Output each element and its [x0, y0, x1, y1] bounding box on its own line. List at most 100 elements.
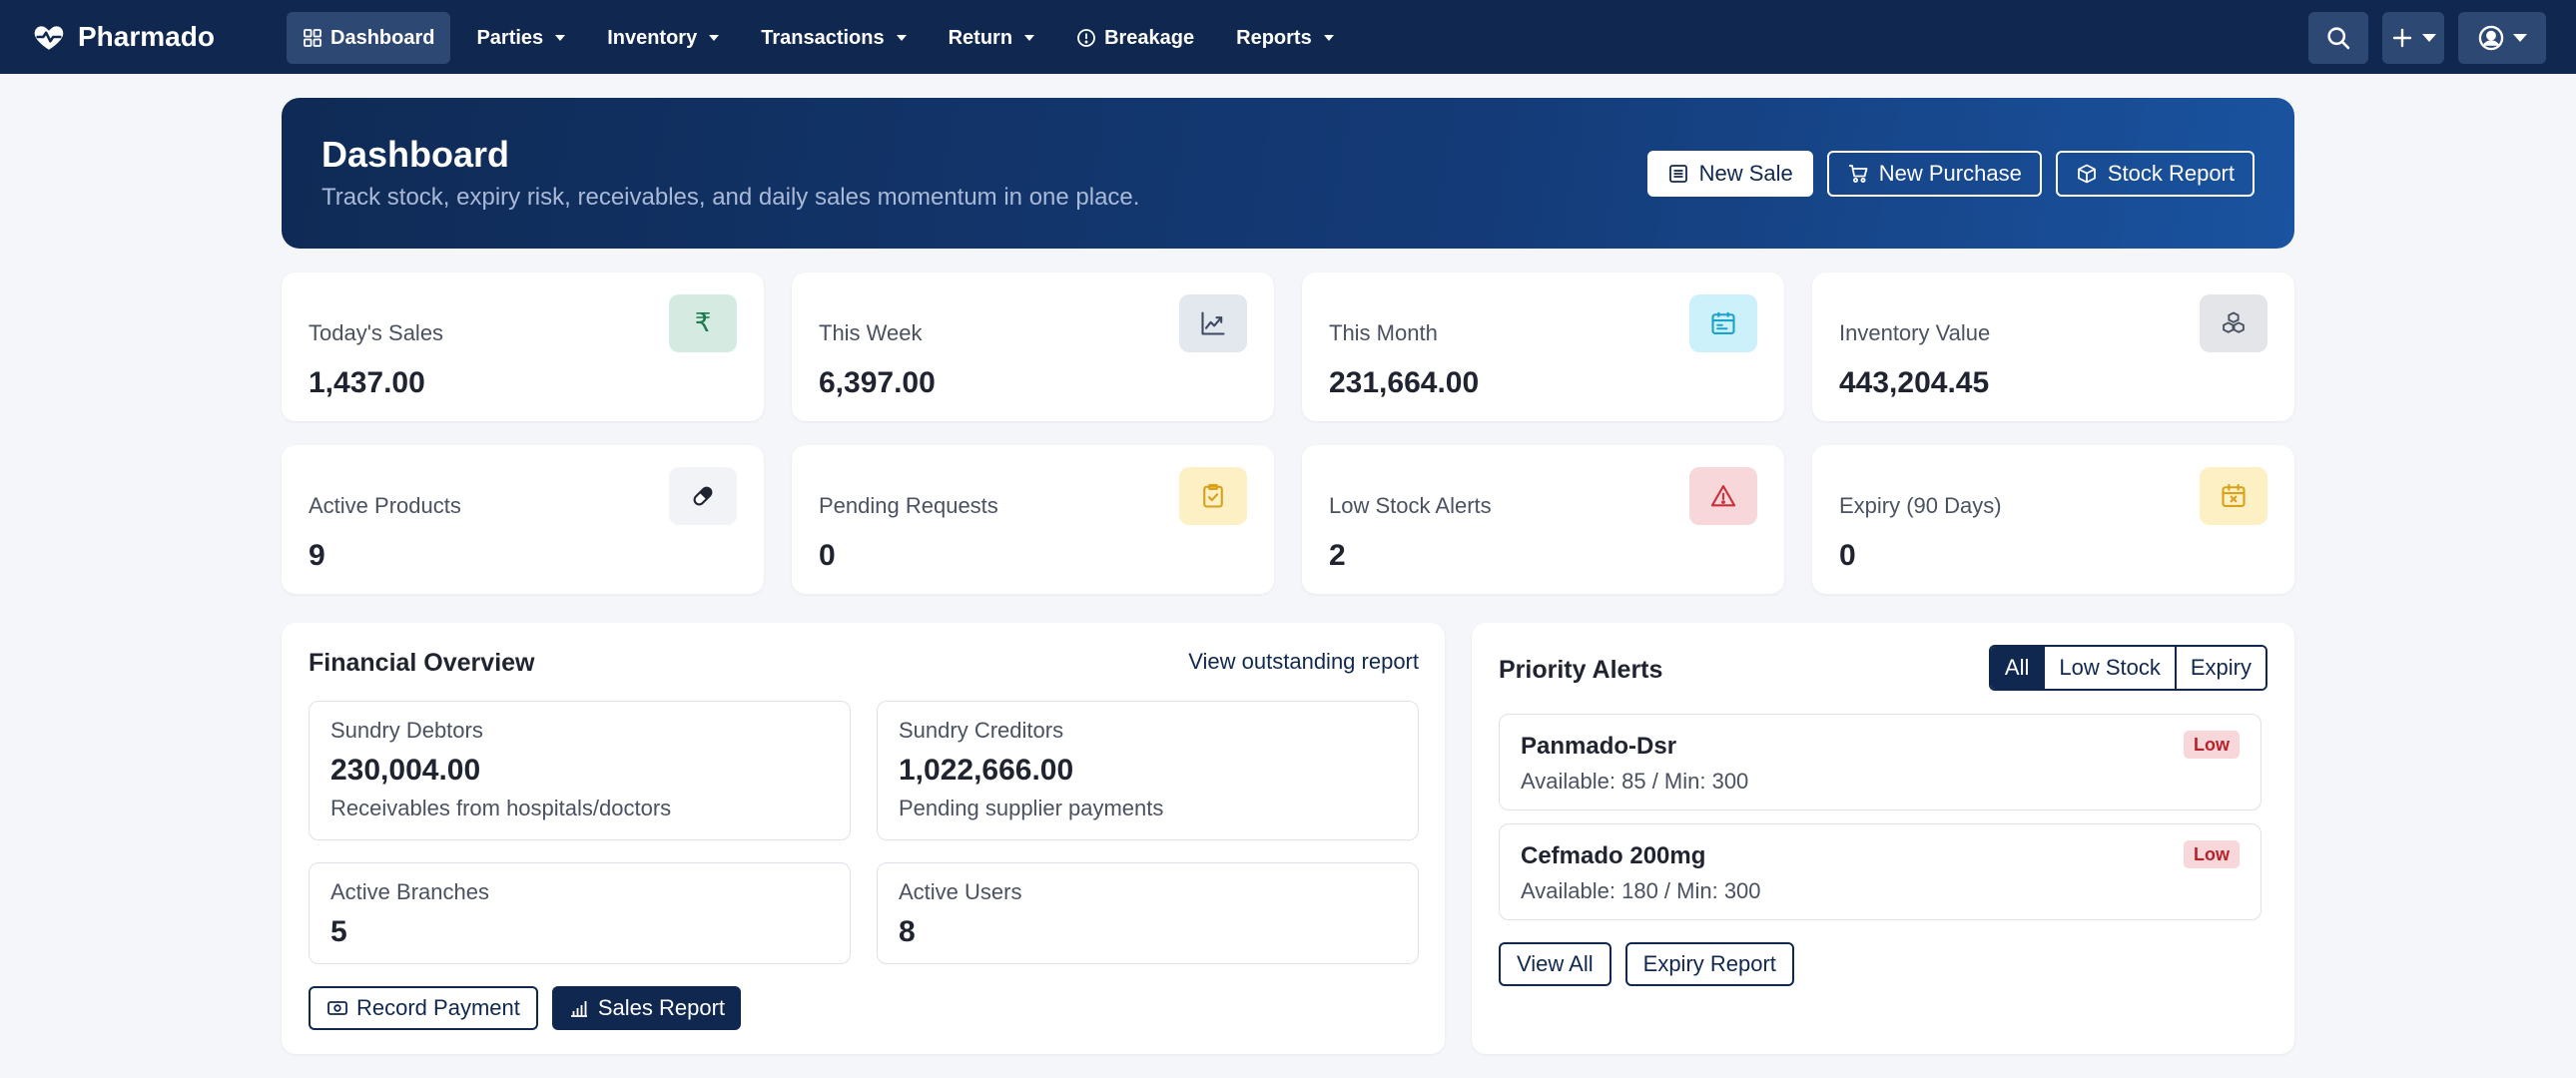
mini-label: Sundry Creditors: [899, 718, 1064, 743]
filter-expiry[interactable]: Expiry: [2174, 647, 2265, 689]
active-branches-card: Active Branches 5: [309, 862, 851, 964]
stat-value: 443,204.45: [1839, 366, 1990, 399]
nav-breakage[interactable]: Breakage: [1060, 12, 1210, 64]
priority-alerts-title: Priority Alerts: [1499, 656, 1663, 684]
stat-card-inventory-value: Inventory Value 443,204.45: [1812, 272, 2294, 421]
receipt-icon: [1668, 165, 1687, 183]
stat-label: Inventory Value: [1839, 320, 1991, 345]
priority-alerts-panel: Priority Alerts All Low Stock Expiry Pan…: [1472, 623, 2294, 1054]
stat-card-this-week: This Week 6,397.00: [792, 272, 1274, 421]
record-payment-button[interactable]: Record Payment: [309, 986, 538, 1030]
nav-transactions-label: Transactions: [761, 26, 885, 49]
alert-product-name: Panmado-Dsr: [1521, 733, 1677, 760]
search-icon: [2327, 27, 2350, 50]
nav-inventory[interactable]: Inventory: [591, 12, 735, 64]
user-circle-icon: [2478, 25, 2504, 51]
calendar-icon: [1689, 294, 1757, 352]
financial-overview-title: Financial Overview: [309, 649, 535, 677]
new-purchase-button[interactable]: New Purchase: [1826, 151, 2042, 197]
alert-circle-icon: [1077, 29, 1095, 47]
mini-value: 1,022,666.00: [899, 754, 1074, 787]
stock-report-label: Stock Report: [2107, 161, 2235, 186]
alert-stock-info: Available: 180 / Min: 300: [1521, 878, 1761, 903]
alert-product-name: Cefmado 200mg: [1521, 842, 1706, 869]
stat-label: Pending Requests: [819, 493, 998, 518]
low-stock-badge: Low: [2184, 731, 2240, 759]
nav-reports[interactable]: Reports: [1220, 12, 1350, 64]
caret-down-icon: [1024, 35, 1035, 41]
bar-chart-icon: [570, 1001, 587, 1017]
caret-down-icon: [2422, 34, 2436, 42]
chart-line-icon: [1179, 294, 1247, 352]
grid-icon: [304, 29, 322, 47]
low-stock-badge: Low: [2184, 840, 2240, 868]
mini-label: Sundry Debtors: [330, 718, 483, 743]
caret-down-icon: [2513, 34, 2527, 42]
sales-report-button[interactable]: Sales Report: [551, 986, 742, 1030]
stat-value: 6,397.00: [819, 366, 936, 399]
stat-value: 1,437.00: [309, 366, 425, 399]
stat-card-active-products: Active Products 9: [282, 445, 764, 594]
caret-down-icon: [709, 35, 720, 41]
stat-card-this-month: This Month 231,664.00: [1302, 272, 1784, 421]
page-subtitle: Track stock, expiry risk, receivables, a…: [322, 184, 1140, 211]
top-navbar: Pharmado Dashboard Parties Inventory Tra…: [0, 0, 2576, 74]
mini-value: 8: [899, 915, 916, 948]
stat-value: 231,664.00: [1329, 366, 1480, 399]
stat-label: This Week: [819, 320, 923, 345]
stat-label: This Month: [1329, 320, 1438, 345]
stat-value: 2: [1329, 539, 1346, 572]
alert-item[interactable]: Cefmado 200mg Available: 180 / Min: 300 …: [1499, 823, 2261, 920]
financial-overview-panel: Financial Overview View outstanding repo…: [282, 623, 1445, 1054]
clipboard-check-icon: [1179, 467, 1247, 525]
stat-card-pending-requests: Pending Requests 0: [792, 445, 1274, 594]
expiry-report-button[interactable]: Expiry Report: [1624, 942, 1794, 986]
filter-low-stock[interactable]: Low Stock: [2043, 647, 2175, 689]
nav-dashboard[interactable]: Dashboard: [287, 12, 451, 64]
stat-label: Today's Sales: [309, 320, 444, 345]
nav-return-label: Return: [948, 26, 1013, 49]
record-payment-label: Record Payment: [356, 995, 520, 1020]
new-sale-label: New Sale: [1698, 161, 1793, 186]
stat-label: Active Products: [309, 493, 461, 518]
quick-add-button[interactable]: [2382, 12, 2444, 64]
stat-value: 9: [309, 539, 325, 572]
sales-report-label: Sales Report: [597, 995, 726, 1020]
nav-breakage-label: Breakage: [1104, 26, 1195, 49]
mini-note: Pending supplier payments: [899, 796, 1164, 820]
stock-report-button[interactable]: Stock Report: [2055, 151, 2254, 197]
alert-actions: View All Expiry Report: [1499, 942, 1794, 986]
nav-transactions[interactable]: Transactions: [745, 12, 922, 64]
cart-icon: [1848, 165, 1868, 183]
view-all-button[interactable]: View All: [1499, 942, 1611, 986]
alert-item[interactable]: Panmado-Dsr Available: 85 / Min: 300 Low: [1499, 714, 2261, 810]
stat-card-expiry-90-days: Expiry (90 Days) 0: [1812, 445, 2294, 594]
caret-down-icon: [555, 35, 566, 41]
alert-filter-group: All Low Stock Expiry: [1988, 645, 2267, 691]
active-users-card: Active Users 8: [877, 862, 1419, 964]
box-icon: [2077, 164, 2096, 184]
user-menu-button[interactable]: [2458, 12, 2546, 64]
brand-name: Pharmado: [78, 21, 215, 52]
alert-stock-info: Available: 85 / Min: 300: [1521, 769, 1749, 794]
search-button[interactable]: [2308, 12, 2368, 64]
brand-logo[interactable]: Pharmado: [32, 0, 215, 74]
mini-label: Active Users: [899, 879, 1022, 904]
new-sale-button[interactable]: New Sale: [1646, 151, 1813, 197]
warning-triangle-icon: [1689, 467, 1757, 525]
filter-all[interactable]: All: [1990, 647, 2044, 689]
stat-value: 0: [819, 539, 836, 572]
nav-return[interactable]: Return: [933, 12, 1050, 64]
mini-value: 230,004.00: [330, 754, 481, 787]
main-nav: Dashboard Parties Inventory Transactions…: [287, 12, 1350, 64]
nav-parties[interactable]: Parties: [460, 12, 581, 64]
boxes-icon: [2200, 294, 2267, 352]
dashboard-hero: Dashboard Track stock, expiry risk, rece…: [282, 98, 2294, 249]
nav-dashboard-label: Dashboard: [330, 26, 435, 49]
calendar-x-icon: [2200, 467, 2267, 525]
view-outstanding-report-link[interactable]: View outstanding report: [1188, 649, 1419, 674]
sundry-debtors-card: Sundry Debtors 230,004.00 Receivables fr…: [309, 701, 851, 840]
caret-down-icon: [896, 35, 907, 41]
cash-icon: [327, 1001, 347, 1015]
stat-label: Low Stock Alerts: [1329, 493, 1492, 518]
